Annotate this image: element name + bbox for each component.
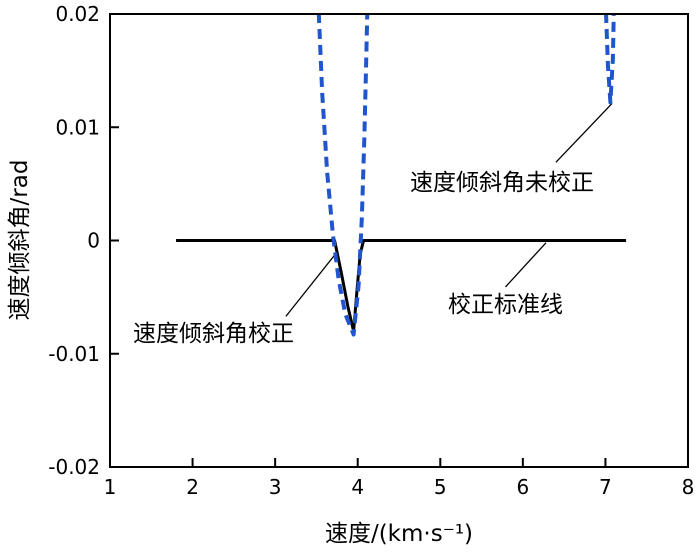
y-tick-label: 0.01 (55, 115, 100, 139)
y-tick-label: -0.01 (48, 342, 100, 366)
y-tick-label: 0.02 (55, 2, 100, 26)
y-axis-label: 速度倾斜角/rad (7, 159, 33, 321)
x-tick-label: 4 (351, 475, 364, 499)
series-line (604, 14, 616, 105)
series-line (316, 14, 370, 337)
x-tick-label: 3 (269, 475, 282, 499)
x-tick-label: 8 (682, 475, 695, 499)
x-tick-label: 7 (599, 475, 612, 499)
annotation-uncorrected-label: 速度倾斜角未校正 (410, 170, 594, 196)
x-tick-label: 5 (434, 475, 447, 499)
plot-border (109, 13, 689, 468)
x-tick-label: 6 (516, 475, 529, 499)
annotation-leader-line (505, 242, 547, 288)
annotation-leader-line (555, 103, 613, 163)
x-tick-label: 1 (104, 475, 117, 499)
annotation-corrected-label: 速度倾斜角校正 (133, 321, 294, 347)
x-tick-label: 2 (186, 475, 199, 499)
x-axis-label: 速度/(km·s⁻¹) (324, 521, 474, 547)
annotation-leader-line (285, 253, 336, 317)
y-tick-label: -0.02 (48, 455, 100, 479)
y-tick-label: 0 (87, 229, 100, 253)
annotation-standard-line-label: 校正标准线 (448, 292, 563, 318)
